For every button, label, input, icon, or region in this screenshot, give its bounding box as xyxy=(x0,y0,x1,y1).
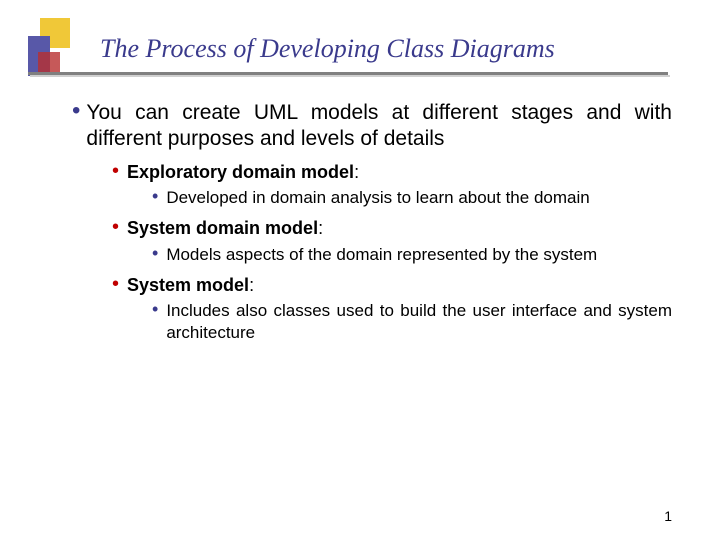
bullet-icon: • xyxy=(112,274,119,294)
bullet-icon: • xyxy=(152,300,158,318)
bullet-icon: • xyxy=(152,187,158,205)
list-subitem: • Includes also classes used to build th… xyxy=(152,300,672,344)
bullet-icon: • xyxy=(152,244,158,262)
item-detail: Models aspects of the domain represented… xyxy=(166,244,672,266)
item-heading: System model: xyxy=(127,274,672,297)
page-number: 1 xyxy=(664,508,672,524)
slide-title: The Process of Developing Class Diagrams xyxy=(100,34,555,64)
title-underline-shadow xyxy=(30,75,670,77)
corner-decoration xyxy=(28,18,88,78)
square-red xyxy=(38,52,60,74)
list-item: • System domain model: xyxy=(112,217,672,240)
bullet-icon: • xyxy=(112,217,119,237)
main-bullet: • You can create UML models at different… xyxy=(72,100,672,153)
list-item: • Exploratory domain model: xyxy=(112,161,672,184)
item-heading: Exploratory domain model: xyxy=(127,161,672,184)
list-subitem: • Models aspects of the domain represent… xyxy=(152,244,672,266)
content-area: • You can create UML models at different… xyxy=(72,100,672,350)
item-detail: Developed in domain analysis to learn ab… xyxy=(166,187,672,209)
bullet-icon: • xyxy=(72,100,80,122)
list-item: • System model: xyxy=(112,274,672,297)
item-heading: System domain model: xyxy=(127,217,672,240)
bullet-icon: • xyxy=(112,161,119,181)
main-point-text: You can create UML models at different s… xyxy=(86,100,672,153)
list-subitem: • Developed in domain analysis to learn … xyxy=(152,187,672,209)
item-detail: Includes also classes used to build the … xyxy=(166,300,672,344)
